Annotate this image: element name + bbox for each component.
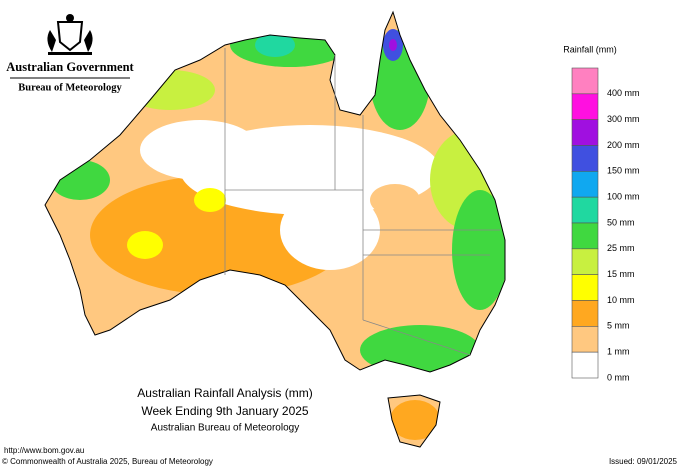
legend-swatch bbox=[571, 196, 599, 224]
map-source: Australian Bureau of Meteorology bbox=[151, 423, 299, 434]
coastline bbox=[44, 10, 506, 448]
legend-label: 5 mm bbox=[607, 321, 630, 331]
legend-label: 15 mm bbox=[607, 269, 635, 279]
government-name: Australian Government bbox=[6, 60, 134, 74]
legend-swatch bbox=[571, 119, 599, 146]
legend-swatch bbox=[571, 222, 599, 250]
map-subtitle: Week Ending 9th January 2025 bbox=[141, 404, 309, 418]
bureau-name: Bureau of Meteorology bbox=[18, 82, 122, 93]
legend-swatch bbox=[571, 145, 599, 172]
legend-label: 50 mm bbox=[607, 217, 635, 227]
footer-issued: Issued: 09/01/2025 bbox=[609, 457, 678, 466]
crest bbox=[47, 14, 93, 55]
legend-label: 150 mm bbox=[607, 166, 640, 176]
legend-swatch bbox=[571, 274, 599, 301]
legend-label: 10 mm bbox=[607, 295, 635, 305]
legend-swatch bbox=[571, 171, 599, 198]
footer-url: http://www.bom.gov.au bbox=[4, 446, 84, 455]
legend-swatch bbox=[571, 93, 599, 120]
legend-label: 25 mm bbox=[607, 243, 635, 253]
legend-swatch bbox=[571, 248, 599, 275]
legend-swatch bbox=[571, 351, 599, 379]
state-borders bbox=[224, 48, 500, 356]
legend-label: 200 mm bbox=[607, 140, 640, 150]
legend-swatch bbox=[571, 67, 599, 95]
legend-label: 300 mm bbox=[607, 114, 640, 124]
legend-label: 100 mm bbox=[607, 192, 640, 202]
legend-label: 1 mm bbox=[607, 347, 630, 357]
map-title: Australian Rainfall Analysis (mm) bbox=[137, 386, 312, 400]
legend-title: Rainfall (mm) bbox=[563, 44, 617, 54]
legend: 400 mm 300 mm 200 mm 150 mm 100 mm 50 mm 25 mm… bbox=[571, 67, 640, 382]
legend-swatch bbox=[571, 300, 599, 327]
footer-copyright: © Commonwealth of Australia 2025, Bureau… bbox=[2, 457, 213, 466]
legend-label: 400 mm bbox=[607, 88, 640, 98]
legend-swatch bbox=[571, 326, 599, 353]
legend-label: 0 mm bbox=[607, 372, 630, 382]
